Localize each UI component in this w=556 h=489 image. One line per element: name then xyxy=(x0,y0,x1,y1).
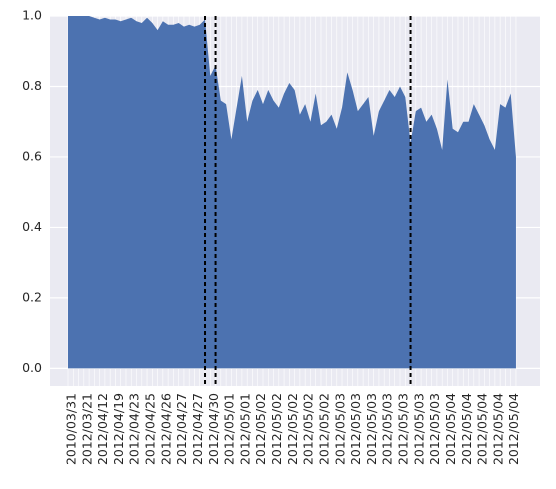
y-tick-label: 0.4 xyxy=(22,219,42,234)
x-tick-label: 2012/04/27 xyxy=(174,393,189,465)
x-tick-label: 2012/05/03 xyxy=(411,393,426,465)
x-tick-label: 2012/05/04 xyxy=(506,393,521,465)
y-tick-label: 1.0 xyxy=(22,8,42,23)
x-tick-label: 2012/05/02 xyxy=(301,393,316,465)
x-tick-label: 2012/04/27 xyxy=(190,393,205,465)
x-tick-label: 2012/04/30 xyxy=(206,393,221,465)
area xyxy=(68,16,516,369)
x-tick-label: 2012/04/23 xyxy=(127,393,142,465)
y-tick-label: 0.0 xyxy=(22,360,42,375)
x-tick-label: 2012/04/19 xyxy=(111,393,126,465)
x-tick-label: 2012/05/04 xyxy=(459,393,474,465)
x-tick-label: 2012/05/02 xyxy=(253,393,268,465)
x-tick-label: 2012/05/03 xyxy=(332,393,347,465)
x-tick-label: 2012/05/04 xyxy=(443,393,458,465)
y-tick-label: 0.2 xyxy=(22,289,42,304)
x-tick-label: 2012/05/03 xyxy=(380,393,395,465)
x-tick-label: 2012/04/26 xyxy=(158,393,173,465)
x-tick-label: 2012/05/02 xyxy=(316,393,331,465)
x-tick-label: 2010/03/31 xyxy=(64,393,79,465)
x-tick-label: 2012/05/02 xyxy=(269,393,284,465)
x-tick-label: 2012/05/03 xyxy=(348,393,363,465)
x-tick-label: 2012/03/21 xyxy=(79,393,94,465)
x-tick-label: 2012/05/04 xyxy=(475,393,490,465)
x-tick-label: 2012/05/03 xyxy=(396,393,411,465)
x-tick-label: 2012/04/25 xyxy=(143,393,158,465)
y-tick-label: 0.8 xyxy=(22,78,42,93)
x-tick-label: 2012/05/03 xyxy=(427,393,442,465)
y-tick-label: 0.6 xyxy=(22,148,42,163)
x-tick-label: 2012/05/03 xyxy=(364,393,379,465)
x-tick-label: 2012/05/04 xyxy=(490,393,505,465)
x-tick-label: 2012/05/01 xyxy=(237,393,252,465)
x-tick-label: 2012/05/01 xyxy=(222,393,237,465)
x-tick-label: 2012/05/02 xyxy=(285,393,300,465)
x-tick-label: 2012/04/12 xyxy=(95,393,110,465)
